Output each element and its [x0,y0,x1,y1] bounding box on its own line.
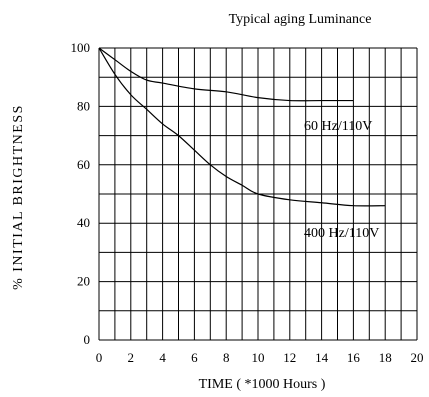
x-tick-label: 20 [411,350,424,365]
x-tick-label: 8 [223,350,230,365]
x-tick-label: 14 [315,350,329,365]
x-tick-label: 2 [128,350,135,365]
x-tick-label: 18 [379,350,392,365]
y-tick-label: 20 [77,274,90,289]
y-tick-label: 100 [71,40,91,55]
x-tick-label: 4 [159,350,166,365]
x-tick-label: 12 [283,350,296,365]
series-label-60hz: 60 Hz/110V [304,119,372,134]
y-tick-label: 40 [77,215,90,230]
x-axis-label: TIME ( *1000 Hours ) [199,377,326,392]
y-tick-label: 80 [77,98,90,113]
chart-title: Typical aging Luminance [229,12,372,27]
x-tick-labels: 0 2 4 6 8 10 12 14 16 18 20 [96,350,424,365]
x-tick-label: 6 [191,350,198,365]
y-tick-label: 0 [84,332,91,347]
y-tick-labels: 0 20 40 60 80 100 [71,40,91,347]
x-tick-label: 10 [252,350,265,365]
y-axis-label: % INITIAL BRIGHTNESS [11,104,26,290]
x-tick-label: 0 [96,350,103,365]
series-label-400hz: 400 Hz/110V [304,226,379,241]
y-tick-label: 60 [77,157,90,172]
x-tick-label: 16 [347,350,361,365]
